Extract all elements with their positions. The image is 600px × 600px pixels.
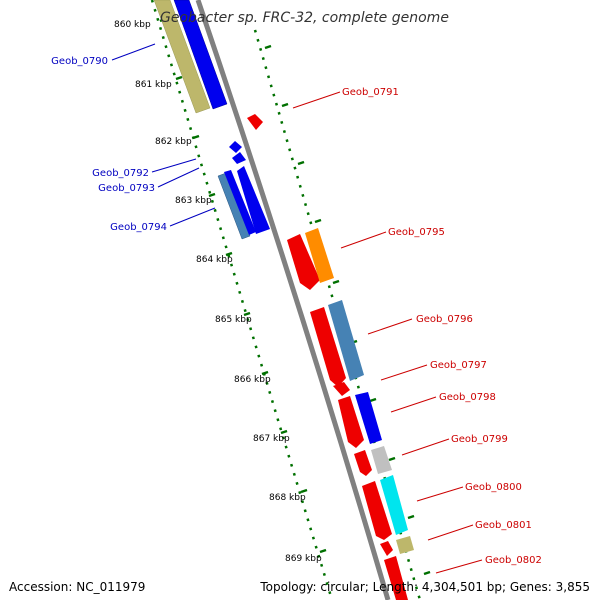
reverse-leader-lines (292, 91, 483, 574)
kbp-label: 862 kbp (155, 137, 192, 147)
forward-leader-lines (111, 43, 216, 227)
gene-geob-0794-a[interactable] (224, 170, 256, 235)
genome-summary: Topology: circular; Length: 4,304,501 bp… (260, 580, 590, 594)
gene-label-geob-0801[interactable]: Geob_0801 (475, 520, 532, 531)
gene-geob-0801-khaki[interactable] (396, 536, 414, 554)
outer-major-ticks (159, 17, 327, 554)
gene-geob-0790[interactable] (173, 0, 228, 110)
gene-geob-0797[interactable] (333, 382, 350, 396)
kbp-label: 869 kbp (285, 554, 322, 564)
kbp-scale-labels: 860 kbp 861 kbp 862 kbp 863 kbp 864 kbp … (114, 20, 322, 564)
kbp-label: 863 kbp (175, 196, 212, 206)
gene-label-geob-0800[interactable]: Geob_0800 (465, 482, 522, 493)
gene-geob-0802[interactable] (384, 556, 408, 600)
kbp-label: 868 kbp (269, 493, 306, 503)
gene-geob-0794-steel[interactable] (217, 172, 251, 240)
gene-label-geob-0796[interactable]: Geob_0796 (416, 314, 473, 325)
gene-geob-0796-steel[interactable] (328, 300, 364, 381)
gene-label-geob-0790[interactable]: Geob_0790 (51, 56, 108, 67)
gene-label-geob-0793[interactable]: Geob_0793 (98, 183, 155, 194)
gene-geob-0795-orange[interactable] (305, 228, 334, 283)
gene-geob-0791[interactable] (247, 114, 263, 130)
gene-geob-0800-cyan[interactable] (380, 475, 408, 535)
forward-gene-labels: Geob_0790 Geob_0792 Geob_0793 Geob_0794 (51, 56, 167, 233)
kbp-label: 864 kbp (196, 255, 233, 265)
accession-label: Accession: NC_011979 (9, 580, 146, 594)
gene-geob-0798-blue[interactable] (355, 392, 382, 444)
gene-geob-0801[interactable] (380, 541, 393, 556)
gene-label-geob-0802[interactable]: Geob_0802 (485, 555, 542, 566)
gene-label-geob-0795[interactable]: Geob_0795 (388, 227, 445, 238)
gene-geob-0790-khaki[interactable] (153, 0, 211, 114)
kbp-label: 861 kbp (135, 80, 172, 90)
gene-label-geob-0799[interactable]: Geob_0799 (451, 434, 508, 445)
reverse-gene-labels: Geob_0791 Geob_0795 Geob_0796 Geob_0797 … (342, 87, 542, 566)
gene-geob-0792[interactable] (229, 141, 242, 153)
gene-geob-0793[interactable] (232, 152, 246, 164)
gene-geob-0799[interactable] (354, 450, 372, 476)
genome-title: Geobacter sp. FRC-32, complete genome (160, 10, 449, 26)
gene-geob-0800[interactable] (362, 481, 392, 540)
kbp-label: 866 kbp (234, 375, 271, 385)
outer-scale-rail (150, 0, 334, 600)
gene-geob-0796[interactable] (310, 307, 346, 387)
gene-label-geob-0798[interactable]: Geob_0798 (439, 392, 496, 403)
gene-geob-0795[interactable] (287, 234, 320, 290)
gene-label-geob-0792[interactable]: Geob_0792 (92, 168, 149, 179)
kbp-label: 867 kbp (253, 434, 290, 444)
gene-label-geob-0797[interactable]: Geob_0797 (430, 360, 487, 371)
gene-geob-0794-b[interactable] (237, 166, 270, 234)
kbp-label: 860 kbp (114, 20, 151, 30)
kbp-label: 865 kbp (215, 315, 252, 325)
gene-label-geob-0794[interactable]: Geob_0794 (110, 222, 167, 233)
gene-geob-0798[interactable] (338, 396, 364, 448)
gene-geob-0799-gray[interactable] (371, 446, 392, 474)
gene-label-geob-0791[interactable]: Geob_0791 (342, 87, 399, 98)
genome-backbone (195, 0, 391, 600)
